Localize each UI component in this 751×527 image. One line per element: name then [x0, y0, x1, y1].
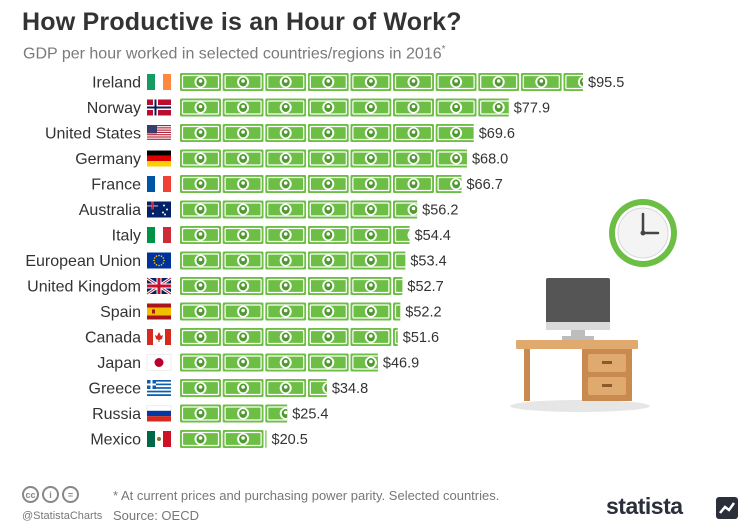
office-illustration	[510, 199, 677, 412]
twitter-handle: @StatistaCharts	[22, 510, 103, 522]
canada-flag	[147, 329, 171, 345]
value-label: $52.7	[407, 279, 443, 295]
footnote: * At current prices and purchasing power…	[113, 488, 500, 503]
value-label: $95.5	[588, 75, 624, 91]
category-label: Greece	[89, 381, 142, 398]
source-note: Source: OECD	[113, 508, 199, 523]
italy-flag	[147, 227, 171, 243]
bar	[180, 353, 378, 372]
chart-title: How Productive is an Hour of Work?	[22, 8, 462, 36]
value-label: $68.0	[472, 152, 508, 168]
bar	[180, 175, 462, 193]
bar-row: Germany $68.0	[75, 149, 508, 168]
bar-row: United Kingdom $52.7	[27, 276, 444, 296]
value-label: $25.4	[292, 407, 328, 423]
category-label: Russia	[92, 406, 141, 423]
by-icon: i	[42, 486, 59, 503]
bar	[180, 251, 406, 270]
value-label: $77.9	[514, 101, 550, 117]
greece-flag	[147, 380, 171, 396]
mexico-flag	[147, 431, 171, 447]
bar	[180, 404, 288, 423]
category-label: Japan	[97, 355, 141, 372]
bar-chart: Ireland $95.5 Norway $77.9 United States $69.…	[25, 73, 677, 449]
category-label: Italy	[112, 228, 141, 245]
bar-row: Ireland $95.5	[92, 73, 624, 92]
chart-subtitle: GDP per hour worked in selected countrie…	[23, 44, 446, 63]
value-label: $66.7	[466, 177, 502, 193]
value-label: $46.9	[383, 356, 419, 372]
value-label: $56.2	[422, 203, 458, 219]
bar-row: Australia $56.2	[79, 200, 458, 219]
bar	[180, 328, 398, 346]
chart-rows: Ireland $95.5 Norway $77.9 United States $69.…	[25, 73, 624, 449]
value-label: $53.4	[410, 254, 446, 270]
japan-flag	[146, 354, 172, 371]
category-label: France	[91, 177, 141, 194]
bar-row: France $66.7	[91, 175, 503, 194]
bar-row: European Union $53.4	[25, 251, 447, 270]
category-label: Spain	[100, 304, 141, 321]
bar-row: Norway $77.9	[87, 98, 550, 117]
category-label: Australia	[79, 202, 141, 219]
statista-logo-icon	[716, 497, 738, 519]
bar	[180, 98, 509, 117]
bar	[180, 430, 267, 448]
bar-row: Japan $46.9	[97, 353, 419, 372]
desk-icon	[516, 340, 638, 401]
category-label: Mexico	[90, 432, 141, 449]
value-label: $54.4	[415, 228, 451, 244]
category-label: Ireland	[92, 75, 141, 92]
norway-flag	[147, 99, 171, 116]
value-label: $34.8	[332, 381, 368, 397]
france-flag	[147, 176, 171, 192]
bar	[180, 379, 327, 397]
uk-flag	[146, 276, 172, 296]
bar-row: Russia $25.4	[92, 404, 328, 423]
usa-flag	[147, 125, 171, 140]
bar-row: Canada $51.6	[85, 328, 439, 347]
nd-icon: =	[62, 486, 79, 503]
subtitle-text: GDP per hour worked in selected countrie…	[23, 45, 442, 63]
category-label: Canada	[85, 330, 141, 347]
statista-logo[interactable]: statista	[606, 493, 683, 519]
bar	[180, 149, 467, 168]
value-label: $52.2	[405, 305, 441, 321]
bar	[180, 226, 410, 244]
value-label: $69.6	[479, 126, 515, 142]
category-label: United Kingdom	[27, 279, 141, 296]
category-label: Norway	[87, 100, 141, 117]
bar	[180, 277, 403, 295]
category-label: United States	[45, 126, 141, 143]
clock-icon	[609, 199, 677, 267]
eu-flag	[147, 252, 171, 269]
bar-row: Mexico $20.5	[90, 430, 308, 449]
value-label: $20.5	[272, 432, 308, 448]
value-label: $51.6	[403, 330, 439, 346]
bar-row: Greece $34.8	[89, 379, 368, 398]
license-icons: cc i =	[22, 486, 79, 503]
australia-flag	[147, 201, 171, 218]
bar	[180, 302, 401, 321]
cc-icon: cc	[22, 486, 39, 503]
bar-row: United States $69.6	[45, 124, 515, 143]
ireland-flag	[147, 74, 171, 90]
bar-row: Spain $52.2	[100, 302, 442, 321]
monitor-icon	[546, 278, 610, 340]
russia-flag	[146, 405, 172, 422]
category-label: European Union	[25, 253, 141, 270]
bar	[180, 73, 584, 91]
germany-flag	[147, 150, 171, 167]
bar	[180, 124, 474, 142]
bar	[180, 200, 418, 219]
spain-flag	[147, 303, 171, 320]
category-label: Germany	[75, 151, 141, 168]
subtitle-marker: *	[441, 44, 446, 55]
bar-row: Italy $54.4	[112, 226, 451, 245]
